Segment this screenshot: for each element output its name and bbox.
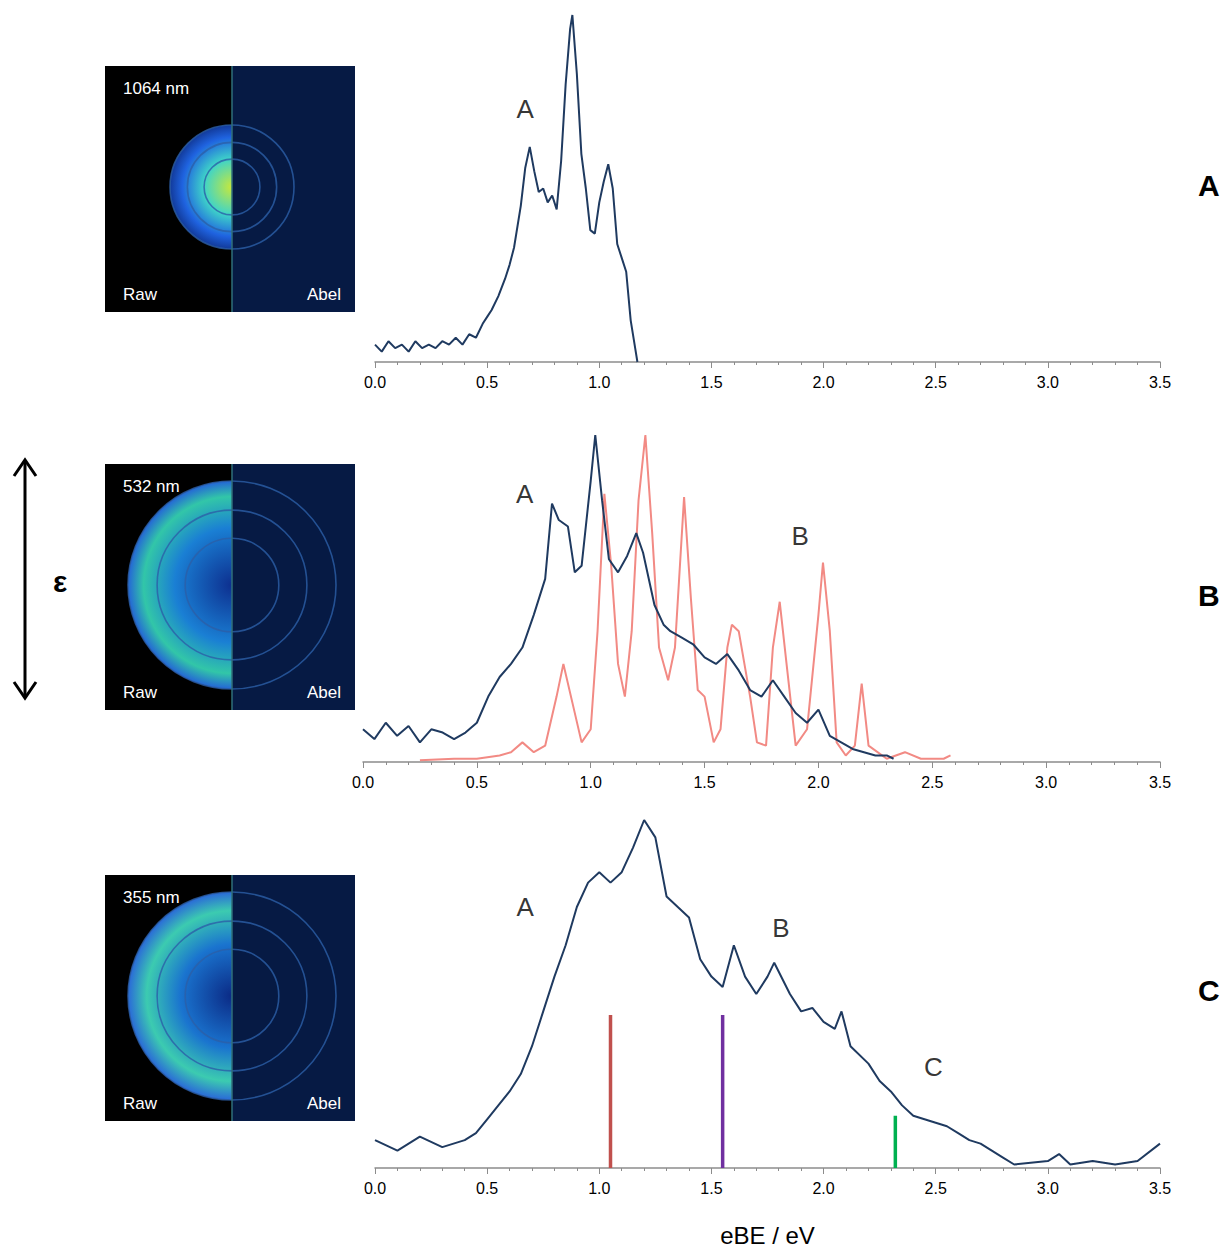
svg-text:2.5: 2.5 — [925, 1180, 947, 1197]
html-text:C: C — [1198, 974, 1220, 1007]
svg-text:1.0: 1.0 — [580, 774, 602, 791]
svg-text:1.0: 1.0 — [588, 374, 610, 391]
svg-text:1064 nm: 1064 nm — [123, 79, 189, 98]
svg-text:2.0: 2.0 — [812, 1180, 834, 1197]
svg-text:Abel: Abel — [307, 285, 341, 304]
html-text:A: A — [1198, 168, 1220, 202]
svg-text:Abel: Abel — [307, 683, 341, 702]
svg-text:3.5: 3.5 — [1149, 774, 1171, 791]
svg-text:Abel: Abel — [307, 1094, 341, 1113]
svg-text:eBE / eV: eBE / eV — [720, 1222, 815, 1249]
svg-text:2.5: 2.5 — [921, 774, 943, 791]
svg-text:A: A — [516, 479, 534, 509]
svg-text:1.5: 1.5 — [693, 774, 715, 791]
svg-text:3.5: 3.5 — [1149, 374, 1171, 391]
svg-text:0.5: 0.5 — [476, 1180, 498, 1197]
svg-text:355 nm: 355 nm — [123, 888, 180, 907]
svg-text:1.0: 1.0 — [588, 1180, 610, 1197]
svg-text:532 nm: 532 nm — [123, 477, 180, 496]
svg-text:2.0: 2.0 — [807, 774, 829, 791]
svg-text:ε: ε — [53, 565, 67, 598]
svg-text:0.0: 0.0 — [364, 1180, 386, 1197]
svg-text:2.0: 2.0 — [812, 374, 834, 391]
svg-text:3.5: 3.5 — [1149, 1180, 1171, 1197]
svg-text:0.0: 0.0 — [364, 374, 386, 391]
svg-text:3.0: 3.0 — [1037, 1180, 1059, 1197]
svg-text:1.5: 1.5 — [700, 374, 722, 391]
svg-text:B: B — [772, 913, 789, 943]
svg-text:A: A — [517, 94, 535, 124]
html-text:B: B — [1198, 578, 1220, 612]
svg-text:Raw: Raw — [123, 285, 158, 304]
svg-text:3.0: 3.0 — [1037, 374, 1059, 391]
svg-text:0.0: 0.0 — [352, 774, 374, 791]
svg-text:0.5: 0.5 — [476, 374, 498, 391]
svg-text:B: B — [792, 521, 809, 551]
svg-text:2.5: 2.5 — [925, 374, 947, 391]
svg-text:3.0: 3.0 — [1035, 774, 1057, 791]
svg-text:1.5: 1.5 — [700, 1180, 722, 1197]
svg-text:A: A — [517, 892, 535, 922]
svg-text:Raw: Raw — [123, 683, 158, 702]
svg-text:Raw: Raw — [123, 1094, 158, 1113]
svg-text:C: C — [924, 1052, 943, 1082]
svg-text:0.5: 0.5 — [466, 774, 488, 791]
